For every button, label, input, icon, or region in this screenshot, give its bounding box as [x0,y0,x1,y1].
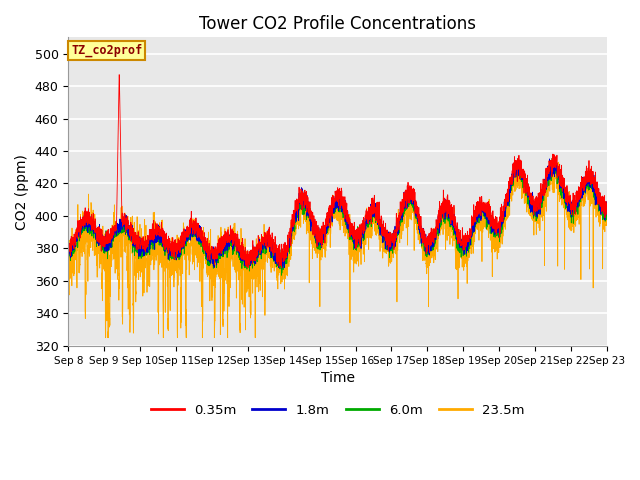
6.0m [278,272,285,278]
23.5m [215,261,223,266]
6.0m [603,212,611,218]
0.35m [390,232,398,238]
0.35m [400,190,408,196]
23.5m [65,259,72,265]
23.5m [102,335,109,341]
23.5m [390,245,398,251]
0.35m [215,237,223,242]
0.35m [180,232,188,238]
6.0m [180,245,188,251]
1.8m [603,205,611,211]
0.35m [115,72,123,78]
Legend: 0.35m, 1.8m, 6.0m, 23.5m: 0.35m, 1.8m, 6.0m, 23.5m [145,399,530,422]
1.8m [180,245,188,251]
Line: 1.8m: 1.8m [68,156,607,268]
23.5m [552,167,560,172]
1.8m [603,199,611,204]
23.5m [180,224,188,229]
1.8m [215,251,223,256]
0.35m [603,206,611,212]
1.8m [400,201,408,207]
23.5m [548,159,556,165]
6.0m [215,253,223,259]
Line: 0.35m: 0.35m [68,75,607,268]
6.0m [400,209,408,215]
Title: Tower CO2 Profile Concentrations: Tower CO2 Profile Concentrations [199,15,476,33]
6.0m [603,212,611,217]
1.8m [278,265,285,271]
1.8m [65,247,72,253]
Line: 6.0m: 6.0m [68,158,607,275]
1.8m [550,153,557,159]
Line: 23.5m: 23.5m [68,162,607,338]
1.8m [390,238,398,243]
0.35m [278,265,285,271]
Y-axis label: CO2 (ppm): CO2 (ppm) [15,154,29,229]
0.35m [65,238,72,244]
0.35m [552,154,560,159]
1.8m [552,158,560,164]
6.0m [552,161,560,167]
23.5m [603,216,611,221]
23.5m [603,222,611,228]
6.0m [390,238,398,243]
23.5m [400,223,408,228]
Text: TZ_co2prof: TZ_co2prof [71,44,143,57]
6.0m [65,251,72,257]
X-axis label: Time: Time [321,371,355,385]
6.0m [548,156,556,161]
0.35m [603,206,611,212]
